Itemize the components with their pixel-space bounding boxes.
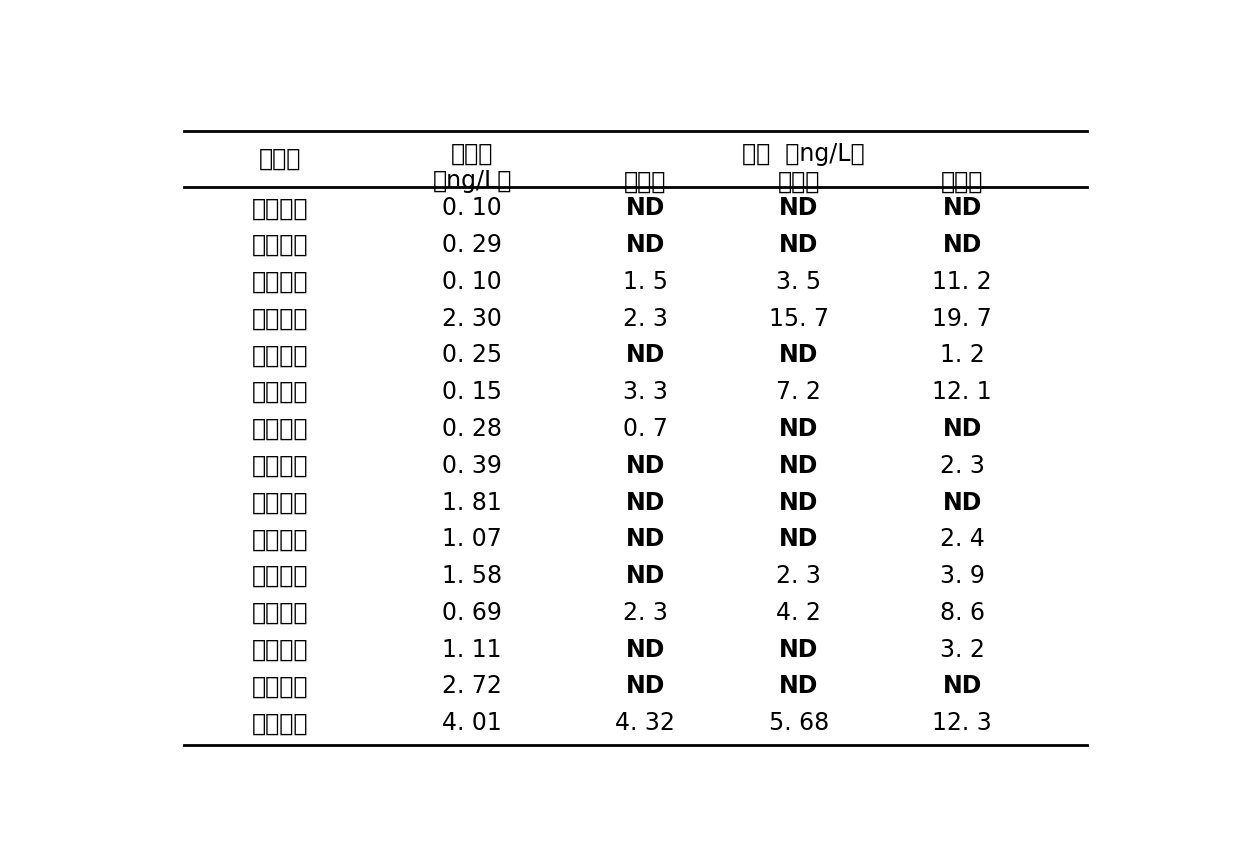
Text: 闽江水: 闽江水: [777, 170, 820, 193]
Text: 0. 10: 0. 10: [443, 270, 502, 294]
Text: 0. 15: 0. 15: [443, 380, 502, 404]
Text: 12. 3: 12. 3: [932, 711, 992, 735]
Text: ND: ND: [779, 638, 818, 661]
Text: 双氟沙星: 双氟沙星: [252, 601, 309, 625]
Text: 伊诺沙星: 伊诺沙星: [252, 196, 309, 220]
Text: ND: ND: [625, 343, 665, 367]
Text: 0. 39: 0. 39: [443, 454, 502, 477]
Text: ND: ND: [942, 674, 982, 699]
Text: 环丙沙星: 环丙沙星: [252, 380, 309, 404]
Text: ND: ND: [942, 196, 982, 220]
Text: ND: ND: [779, 417, 818, 441]
Text: 内河水: 内河水: [941, 170, 983, 193]
Text: 1. 5: 1. 5: [622, 270, 667, 294]
Text: 15. 7: 15. 7: [769, 307, 828, 331]
Text: 0. 7: 0. 7: [622, 417, 667, 441]
Text: ND: ND: [625, 527, 665, 551]
Text: 2. 4: 2. 4: [940, 527, 985, 551]
Text: ND: ND: [625, 491, 665, 515]
Text: ND: ND: [779, 674, 818, 699]
Text: 磺胺嘧啶: 磺胺嘧啶: [252, 711, 309, 735]
Text: 3. 5: 3. 5: [776, 270, 821, 294]
Text: ND: ND: [942, 417, 982, 441]
Text: 丹诺沙星: 丹诺沙星: [252, 454, 309, 477]
Text: 12. 1: 12. 1: [932, 380, 992, 404]
Text: ND: ND: [625, 674, 665, 699]
Text: 8. 6: 8. 6: [940, 601, 985, 625]
Text: 0. 29: 0. 29: [443, 233, 502, 257]
Text: 氟罗沙星: 氟罗沙星: [252, 233, 309, 257]
Text: 化合物: 化合物: [259, 147, 301, 171]
Text: ND: ND: [779, 454, 818, 477]
Text: ND: ND: [625, 233, 665, 257]
Text: 4. 32: 4. 32: [615, 711, 675, 735]
Text: 检出限: 检出限: [451, 142, 494, 166]
Text: 恩诺沙星: 恩诺沙星: [252, 491, 309, 515]
Text: 5. 68: 5. 68: [769, 711, 830, 735]
Text: 诺氟沙星: 诺氟沙星: [252, 270, 309, 294]
Text: 1. 07: 1. 07: [443, 527, 502, 551]
Text: 0. 10: 0. 10: [443, 196, 502, 220]
Text: 2. 72: 2. 72: [443, 674, 502, 699]
Text: 2. 3: 2. 3: [940, 454, 985, 477]
Text: 4. 2: 4. 2: [776, 601, 821, 625]
Text: 19. 7: 19. 7: [932, 307, 992, 331]
Text: ND: ND: [779, 343, 818, 367]
Text: 3. 3: 3. 3: [622, 380, 667, 404]
Text: 奥比沙星: 奥比沙星: [252, 527, 309, 551]
Text: 3. 2: 3. 2: [940, 638, 985, 661]
Text: 2. 30: 2. 30: [443, 307, 502, 331]
Text: 2. 3: 2. 3: [622, 307, 667, 331]
Text: 7. 2: 7. 2: [776, 380, 821, 404]
Text: 2. 3: 2. 3: [622, 601, 667, 625]
Text: 1. 2: 1. 2: [940, 343, 985, 367]
Text: 0. 69: 0. 69: [443, 601, 502, 625]
Text: ND: ND: [779, 491, 818, 515]
Text: 1. 81: 1. 81: [443, 491, 502, 515]
Text: 自来水: 自来水: [624, 170, 666, 193]
Text: 0. 25: 0. 25: [443, 343, 502, 367]
Text: ND: ND: [779, 233, 818, 257]
Text: 司帕沙星: 司帕沙星: [252, 638, 309, 661]
Text: 培氟沙星: 培氟沙星: [252, 343, 309, 367]
Text: 浓度  （ng/L）: 浓度 （ng/L）: [743, 142, 866, 166]
Text: 磺胺醋酰: 磺胺醋酰: [252, 674, 309, 699]
Text: 3. 9: 3. 9: [940, 564, 985, 589]
Text: 氧氟沙星: 氧氟沙星: [252, 307, 309, 331]
Text: 11. 2: 11. 2: [932, 270, 992, 294]
Text: 4. 01: 4. 01: [443, 711, 502, 735]
Text: ND: ND: [779, 196, 818, 220]
Text: ND: ND: [625, 454, 665, 477]
Text: 2. 3: 2. 3: [776, 564, 821, 589]
Text: ND: ND: [625, 638, 665, 661]
Text: ND: ND: [942, 491, 982, 515]
Text: 1. 11: 1. 11: [443, 638, 502, 661]
Text: ND: ND: [779, 527, 818, 551]
Text: 1. 58: 1. 58: [443, 564, 502, 589]
Text: ND: ND: [625, 196, 665, 220]
Text: 0. 28: 0. 28: [443, 417, 502, 441]
Text: （ng/L）: （ng/L）: [433, 170, 512, 193]
Text: 洛美沙星: 洛美沙星: [252, 417, 309, 441]
Text: ND: ND: [942, 233, 982, 257]
Text: ND: ND: [625, 564, 665, 589]
Text: 沙拉沙星: 沙拉沙星: [252, 564, 309, 589]
